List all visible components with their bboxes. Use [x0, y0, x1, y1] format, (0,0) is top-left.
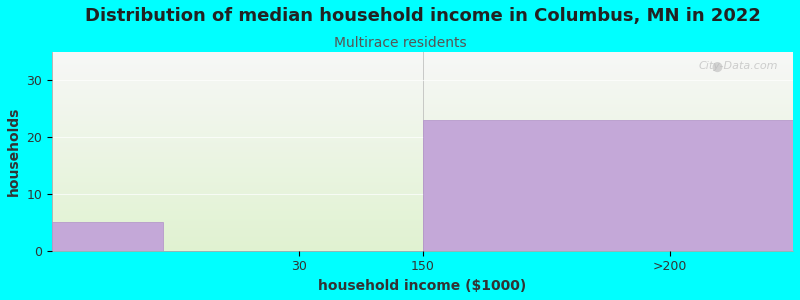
Bar	[422, 120, 793, 251]
X-axis label: household income ($1000): household income ($1000)	[318, 279, 526, 293]
Y-axis label: households: households	[7, 106, 21, 196]
Text: City-Data.com: City-Data.com	[698, 61, 778, 71]
Text: ⬤: ⬤	[712, 61, 722, 72]
Text: Multirace residents: Multirace residents	[334, 36, 466, 50]
Bar	[52, 222, 163, 251]
Title: Distribution of median household income in Columbus, MN in 2022: Distribution of median household income …	[85, 7, 761, 25]
